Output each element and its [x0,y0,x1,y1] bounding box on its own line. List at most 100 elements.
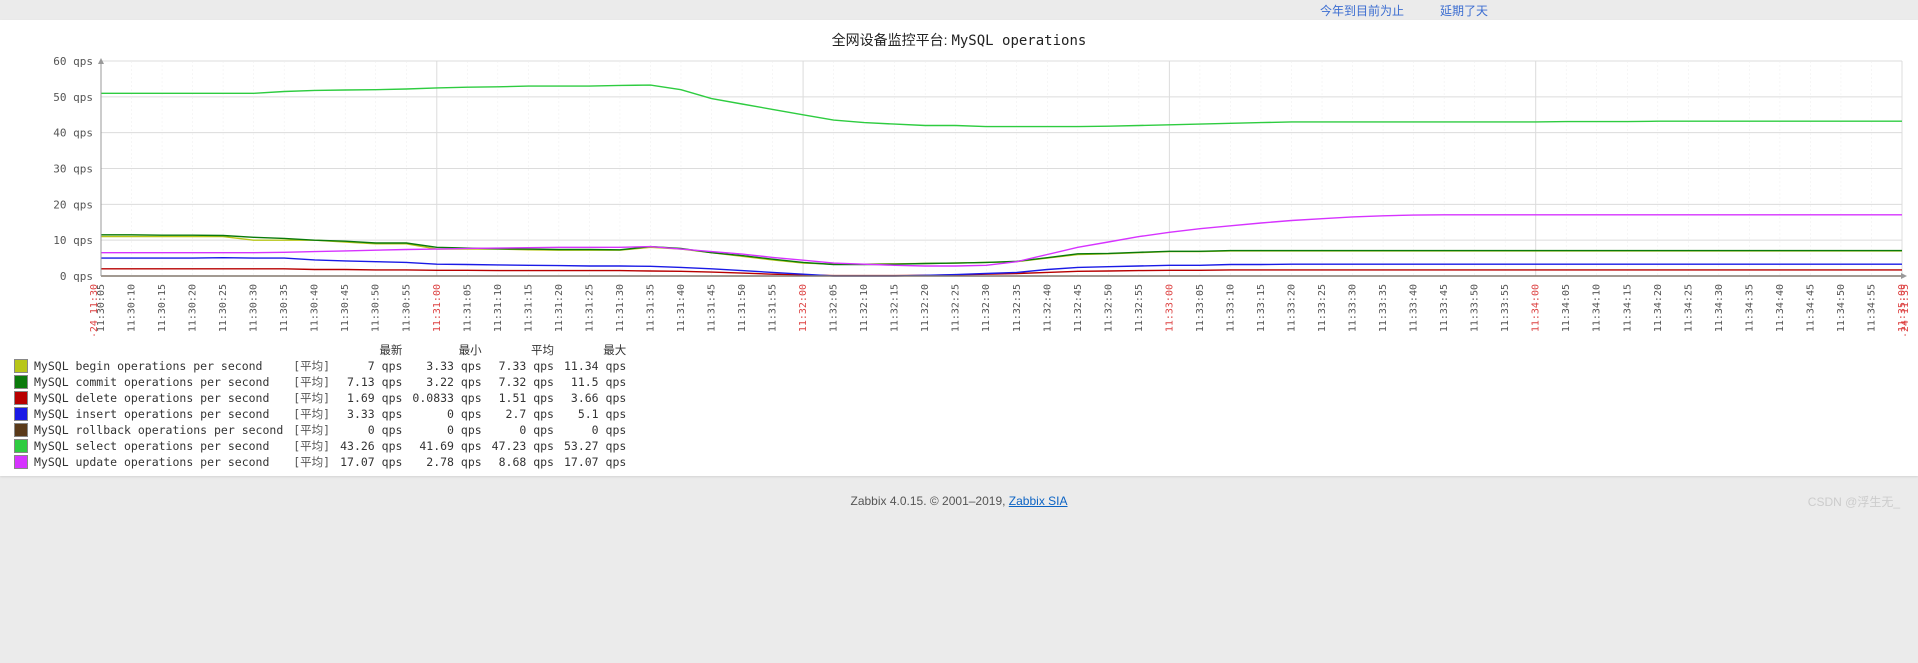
legend-latest: 43.26 qps [340,438,412,454]
svg-text:40 qps: 40 qps [53,127,93,140]
svg-text:11:34:45: 11:34:45 [1805,284,1816,332]
svg-text:11:33:40: 11:33:40 [1409,284,1420,332]
hdr-avg: 平均 [492,342,564,358]
svg-text:11:32:20: 11:32:20 [920,284,931,332]
legend-agg: [平均] [293,438,340,454]
link-ytd[interactable]: 今年到目前为止 [1320,2,1404,19]
svg-text:11:33:50: 11:33:50 [1470,284,1481,332]
svg-text:11:32:45: 11:32:45 [1073,284,1084,332]
svg-text:11:32:40: 11:32:40 [1042,284,1053,332]
svg-text:11:31:45: 11:31:45 [707,284,718,332]
svg-text:11:30:40: 11:30:40 [310,284,321,332]
legend-latest: 1.69 qps [340,390,412,406]
svg-text:11:31:55: 11:31:55 [768,284,779,332]
legend-avg: 1.51 qps [492,390,564,406]
legend-row-update[interactable]: MySQL update operations per second[平均]17… [14,454,636,470]
title-metric: MySQL operations [951,33,1086,49]
legend-max: 3.66 qps [564,390,636,406]
svg-text:11:32:15: 11:32:15 [890,284,901,332]
date-range-links: 今年到目前为止 延期了天 [0,0,1918,20]
svg-text:11:31:00: 11:31:00 [432,284,443,332]
legend-min: 0 qps [412,406,491,422]
svg-text:11:33:25: 11:33:25 [1317,284,1328,332]
svg-text:11:32:05: 11:32:05 [829,284,840,332]
svg-text:11:33:30: 11:33:30 [1348,284,1359,332]
svg-text:11:31:40: 11:31:40 [676,284,687,332]
legend-max: 11.34 qps [564,358,636,374]
legend-latest: 3.33 qps [340,406,412,422]
svg-text:11:34:15: 11:34:15 [1622,284,1633,332]
legend-min: 0 qps [412,422,491,438]
legend-avg: 7.33 qps [492,358,564,374]
svg-text:11:31:15: 11:31:15 [523,284,534,332]
svg-text:11:33:05: 11:33:05 [1195,284,1206,332]
svg-text:11:32:25: 11:32:25 [951,284,962,332]
svg-text:11:30:10: 11:30:10 [127,284,138,332]
legend-row-commit[interactable]: MySQL commit operations per second[平均]7.… [14,374,636,390]
chart-plot-area: 0 qps10 qps20 qps30 qps40 qps50 qps60 qp… [6,56,1912,336]
legend-latest: 0 qps [340,422,412,438]
legend-row-delete[interactable]: MySQL delete operations per second[平均]1.… [14,390,636,406]
svg-text:11:30:55: 11:30:55 [401,284,412,332]
svg-text:11:34:30: 11:34:30 [1714,284,1725,332]
footer-text: Zabbix 4.0.15. © 2001–2019, [851,494,1009,508]
legend-max: 5.1 qps [564,406,636,422]
legend-avg: 47.23 qps [492,438,564,454]
svg-text:11:30:35: 11:30:35 [279,284,290,332]
svg-text:11:33:10: 11:33:10 [1225,284,1236,332]
svg-text:11:34:35: 11:34:35 [1744,284,1755,332]
svg-text:0 qps: 0 qps [60,270,93,283]
svg-text:11:33:45: 11:33:45 [1439,284,1450,332]
svg-text:11:30:45: 11:30:45 [340,284,351,332]
svg-text:11:34:25: 11:34:25 [1683,284,1694,332]
svg-text:30 qps: 30 qps [53,163,93,176]
legend-label: MySQL rollback operations per second [34,423,283,437]
legend-header-row: 最新 最小 平均 最大 [14,342,636,358]
svg-text:11:32:50: 11:32:50 [1103,284,1114,332]
hdr-min: 最小 [412,342,491,358]
legend-agg: [平均] [293,422,340,438]
svg-text:60 qps: 60 qps [53,56,93,68]
legend-swatch-commit [14,375,28,389]
legend-agg: [平均] [293,374,340,390]
chart-title: 全网设备监控平台: MySQL operations [6,26,1912,56]
legend-label: MySQL commit operations per second [34,375,269,389]
svg-text:11:34:55: 11:34:55 [1866,284,1877,332]
legend-table: 最新 最小 平均 最大 MySQL begin operations per s… [14,342,636,470]
svg-text:09-24 11:30: 09-24 11:30 [89,284,100,336]
svg-text:11:34:00: 11:34:00 [1531,284,1542,332]
svg-text:11:32:35: 11:32:35 [1012,284,1023,332]
svg-text:11:33:15: 11:33:15 [1256,284,1267,332]
legend-row-insert[interactable]: MySQL insert operations per second[平均]3.… [14,406,636,422]
legend-row-select[interactable]: MySQL select operations per second[平均]43… [14,438,636,454]
svg-text:11:32:30: 11:32:30 [981,284,992,332]
link-delayed[interactable]: 延期了天 [1440,2,1488,19]
legend-agg: [平均] [293,358,340,374]
svg-text:10 qps: 10 qps [53,234,93,247]
svg-text:11:34:40: 11:34:40 [1775,284,1786,332]
svg-text:11:31:10: 11:31:10 [493,284,504,332]
svg-text:11:34:20: 11:34:20 [1653,284,1664,332]
legend-agg: [平均] [293,390,340,406]
legend-latest: 7 qps [340,358,412,374]
legend-min: 41.69 qps [412,438,491,454]
svg-text:11:33:00: 11:33:00 [1164,284,1175,332]
legend-row-begin[interactable]: MySQL begin operations per second[平均]7 q… [14,358,636,374]
legend-max: 0 qps [564,422,636,438]
legend-swatch-delete [14,391,28,405]
footer-link[interactable]: Zabbix SIA [1009,494,1068,508]
svg-text:11:31:20: 11:31:20 [554,284,565,332]
svg-text:11:31:35: 11:31:35 [645,284,656,332]
legend-row-rollback[interactable]: MySQL rollback operations per second [平均]… [14,422,636,438]
svg-text:11:34:10: 11:34:10 [1592,284,1603,332]
legend-avg: 8.68 qps [492,454,564,470]
legend-swatch-insert [14,407,28,421]
hdr-latest: 最新 [340,342,412,358]
svg-text:11:32:00: 11:32:00 [798,284,809,332]
svg-text:20 qps: 20 qps [53,198,93,211]
legend-swatch-rollback [14,423,28,437]
svg-text:11:32:10: 11:32:10 [859,284,870,332]
legend-latest: 17.07 qps [340,454,412,470]
legend-avg: 0 qps [492,422,564,438]
svg-text:11:30:30: 11:30:30 [249,284,260,332]
